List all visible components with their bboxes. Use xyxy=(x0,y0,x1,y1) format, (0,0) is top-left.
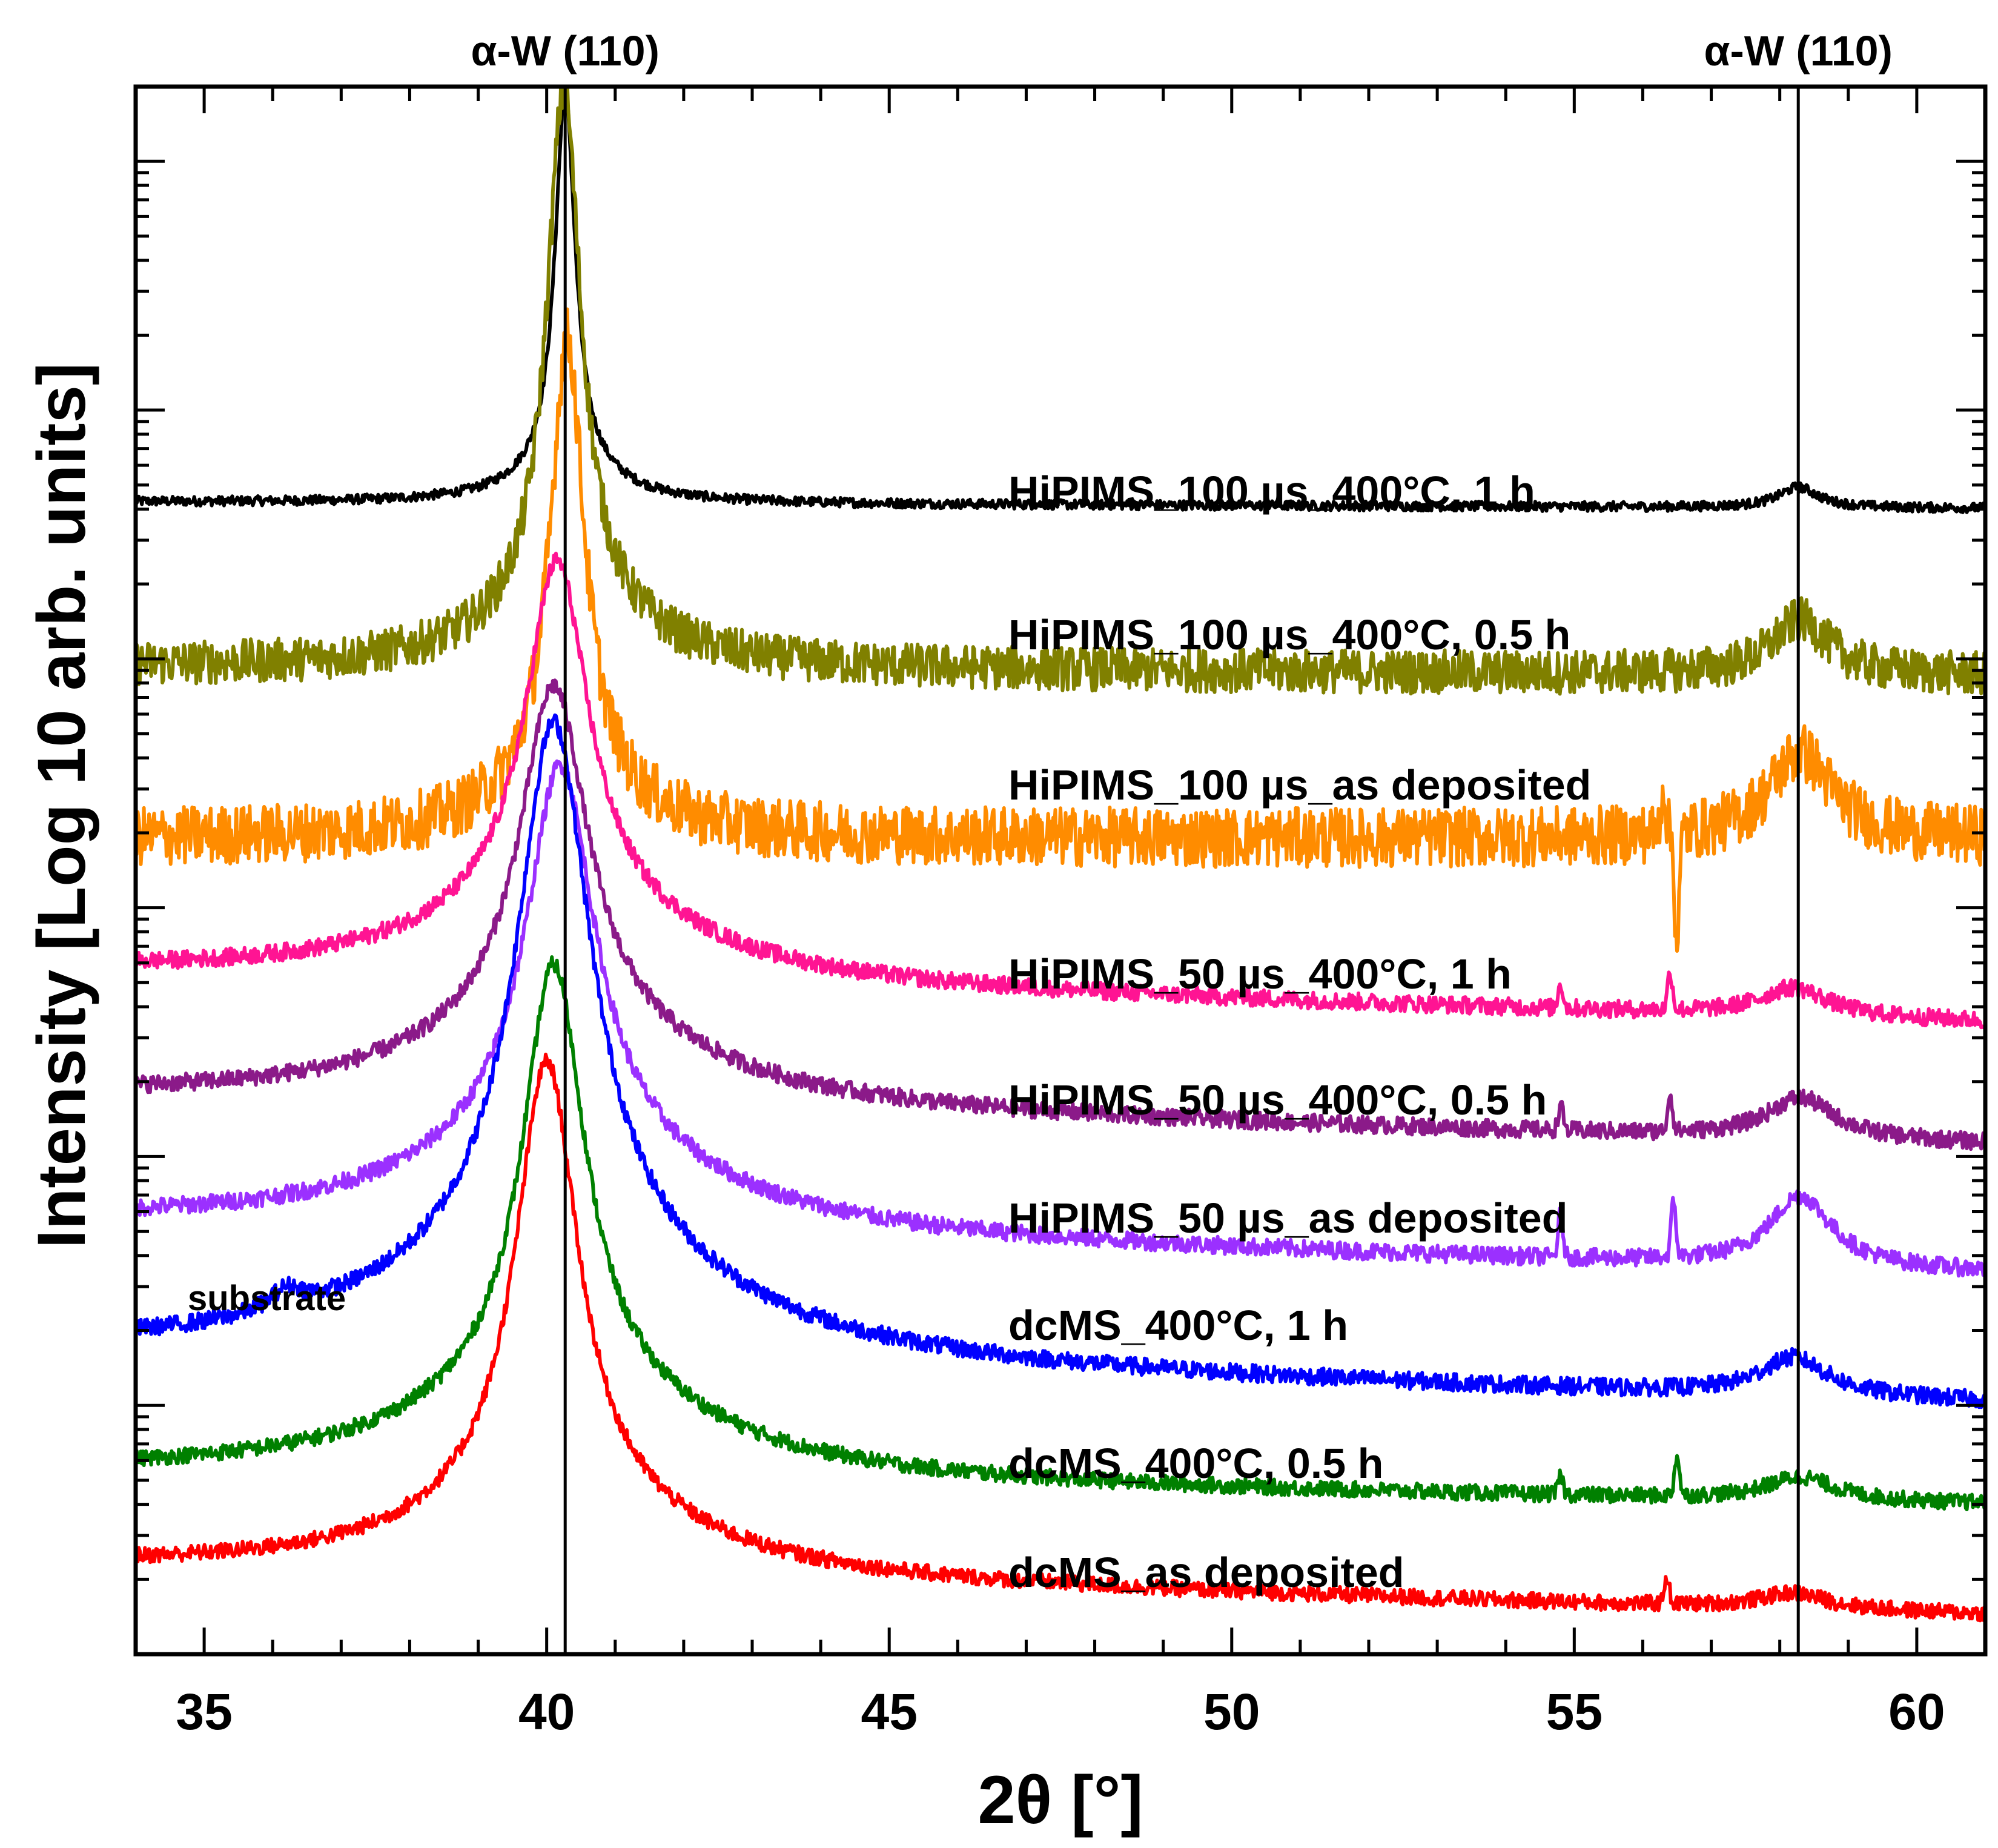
x-tick-label: 50 xyxy=(1203,1683,1260,1740)
series-label-4: HiPIMS_50 µs_400°C, 0.5 h xyxy=(1008,1076,1547,1124)
series-line-4 xyxy=(136,678,1985,1151)
x-axis-label: 2θ [°] xyxy=(977,1762,1143,1838)
x-tick-label: 55 xyxy=(1546,1683,1603,1740)
x-tick-labels: 35 40 45 50 55 60 xyxy=(176,1683,1945,1740)
plot-frame xyxy=(133,84,1988,1657)
series-labels: HiPIMS_100 µs_400°C, 1 h HiPIMS_100 µs_40… xyxy=(1008,468,1591,1596)
series-line-7 xyxy=(136,955,1985,1511)
x-tick-label: 40 xyxy=(518,1683,575,1740)
series-line-8 xyxy=(136,1052,1985,1623)
series-line-1 xyxy=(136,87,1985,696)
series-label-3: HiPIMS_50 µs_400°C, 1 h xyxy=(1008,950,1512,998)
substrate-annotation: substrate xyxy=(188,1279,346,1318)
series-line-6 xyxy=(136,713,1985,1409)
x-tick-label: 35 xyxy=(176,1683,232,1740)
reference-lines xyxy=(563,87,1800,1654)
series-line-3 xyxy=(136,551,1985,1030)
series-line-2 xyxy=(136,307,1985,953)
x-tick-label: 60 xyxy=(1888,1683,1945,1740)
x-tick-label: 45 xyxy=(861,1683,918,1740)
series-line-0 xyxy=(136,90,1985,514)
series-label-2: HiPIMS_100 µs_as deposited xyxy=(1008,761,1591,809)
series-label-7: dcMS_400°C, 0.5 h xyxy=(1008,1440,1383,1487)
reference-label-0: α-W (110) xyxy=(471,27,659,75)
series-label-0: HiPIMS_100 µs_400°C, 1 h xyxy=(1008,468,1535,515)
reference-line-labels: α-W (110) α-W (110) xyxy=(471,27,1892,75)
series-layer xyxy=(136,87,1985,1623)
series-label-1: HiPIMS_100 µs_400°C, 0.5 h xyxy=(1008,611,1570,658)
series-label-8: dcMS_as deposited xyxy=(1008,1549,1404,1596)
axis-ticks xyxy=(134,87,1987,1654)
y-axis-label: Intensity [Log 10 arb. units] xyxy=(24,363,99,1248)
series-line-5 xyxy=(136,759,1985,1278)
reference-label-1: α-W (110) xyxy=(1704,27,1892,75)
series-label-5: HiPIMS_50 µs_as deposited xyxy=(1008,1194,1567,1242)
series-label-6: dcMS_400°C, 1 h xyxy=(1008,1302,1348,1349)
